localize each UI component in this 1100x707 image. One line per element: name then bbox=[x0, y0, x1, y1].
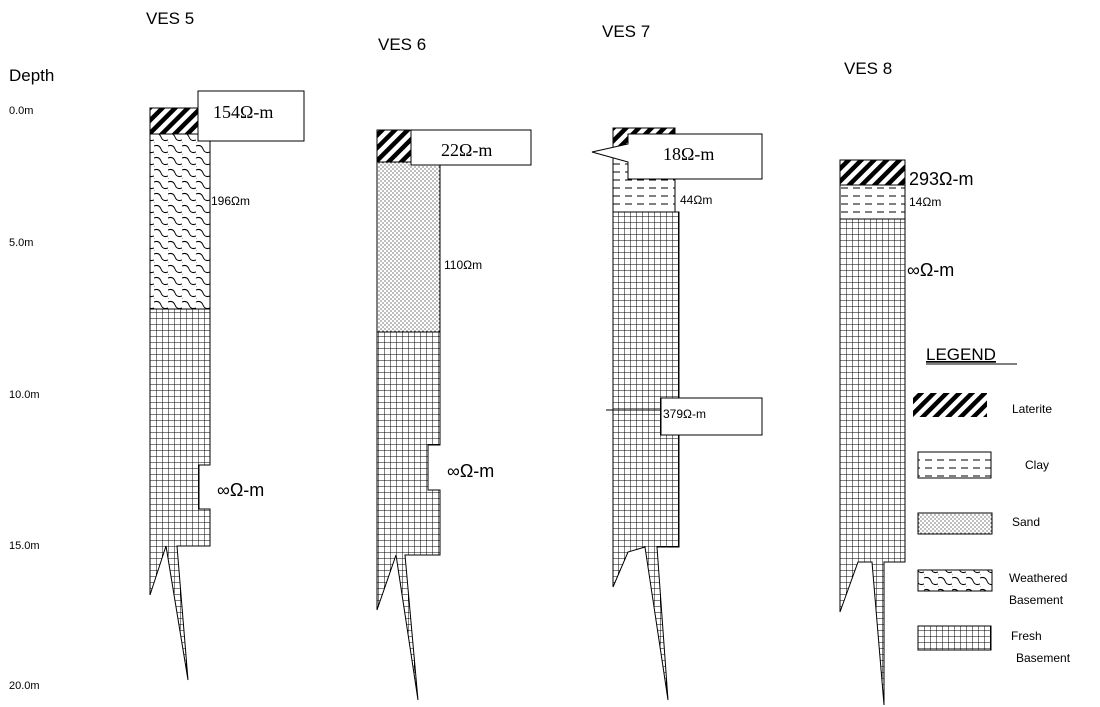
depth-tick: 15.0m bbox=[9, 540, 40, 552]
ves-6-laterite-resistivity: 22Ω-m bbox=[441, 140, 492, 160]
depth-axis: Depth 0.0m 5.0m 10.0m 15.0m 20.0m bbox=[9, 66, 54, 692]
legend-swatch-laterite bbox=[913, 393, 987, 417]
ves-5-title: VES 5 bbox=[146, 9, 194, 28]
ves-8-laterite-resistivity: 293Ω-m bbox=[909, 169, 973, 189]
ves-6-column: VES 6 22Ω-m 110Ωm ∞Ω-m bbox=[376, 35, 532, 701]
legend-label-weathered-line2: Basement bbox=[1009, 593, 1064, 607]
ves-7-laterite-callout bbox=[591, 133, 763, 180]
ves-7-title: VES 7 bbox=[602, 22, 650, 41]
depth-tick: 20.0m bbox=[9, 680, 40, 692]
legend-label-weathered-basement: Weathered Basement bbox=[1009, 571, 1071, 607]
depth-tick: 0.0m bbox=[9, 105, 33, 117]
ves-8-clay-resistivity: 14Ωm bbox=[909, 195, 941, 209]
ves-8-column: VES 8 293Ω-m 14Ωm ∞Ω-m bbox=[839, 59, 973, 706]
legend-label-laterite: Laterite bbox=[1012, 402, 1052, 416]
ves-5-laterite-resistivity: 154Ω-m bbox=[213, 102, 273, 122]
legend-label-fresh-line1: Fresh bbox=[1011, 629, 1042, 643]
ves-8-title: VES 8 bbox=[844, 59, 892, 78]
ves-8-clay-layer bbox=[839, 184, 906, 220]
ves-7-clay-resistivity: 44Ωm bbox=[680, 193, 712, 207]
ves-7-column: VES 7 18Ω-m 44Ωm 379Ω-m bbox=[591, 22, 763, 701]
ves-5-weathered-basement-layer bbox=[149, 133, 211, 310]
ves-7-fresh-resistivity: 379Ω-m bbox=[663, 407, 706, 421]
legend-swatch-clay bbox=[917, 451, 992, 479]
ves-6-sand-layer bbox=[376, 161, 441, 333]
legend-label-fresh-basement: Fresh Basement bbox=[1011, 629, 1071, 665]
depth-tick: 5.0m bbox=[9, 237, 33, 249]
legend-swatch-fresh-basement bbox=[917, 625, 992, 651]
ves-5-laterite-callout bbox=[197, 90, 305, 142]
ves-7-fresh-basement-layer bbox=[612, 211, 680, 701]
legend-label-fresh-line2: Basement bbox=[1016, 651, 1071, 665]
ves-5-fresh-resistivity: ∞Ω-m bbox=[217, 480, 264, 500]
ves-8-fresh-basement-layer bbox=[839, 218, 906, 706]
ves-6-fresh-resistivity: ∞Ω-m bbox=[447, 461, 494, 481]
ves-8-laterite-layer bbox=[839, 159, 906, 186]
ves-6-laterite-callout bbox=[410, 129, 532, 166]
legend-swatch-sand bbox=[917, 512, 993, 535]
ves-6-fresh-basement-layer bbox=[376, 331, 441, 701]
legend-label-clay: Clay bbox=[1025, 458, 1049, 472]
legend-swatch-weathered-basement bbox=[917, 569, 993, 592]
legend-title: LEGEND bbox=[926, 345, 996, 364]
depth-axis-title: Depth bbox=[9, 66, 54, 85]
legend: LEGEND Laterite Clay Sand Weathered Base… bbox=[913, 345, 1071, 665]
ves-6-title: VES 6 bbox=[378, 35, 426, 54]
ves-8-fresh-resistivity: ∞Ω-m bbox=[907, 260, 954, 280]
ves-6-sand-resistivity: 110Ωm bbox=[444, 258, 482, 272]
depth-tick: 10.0m bbox=[9, 389, 40, 401]
ves-5-fresh-basement-layer bbox=[149, 308, 211, 681]
ves-7-fresh-callout bbox=[660, 397, 763, 436]
ves-7-laterite-resistivity: 18Ω-m bbox=[663, 144, 714, 164]
ves-5-weathered-resistivity: 196Ωm bbox=[211, 194, 250, 208]
legend-label-sand: Sand bbox=[1012, 515, 1040, 529]
ves-5-column: VES 5 154Ω-m 196Ωm ∞Ω-m bbox=[146, 9, 305, 681]
legend-label-weathered-line1: Weathered bbox=[1009, 571, 1067, 585]
